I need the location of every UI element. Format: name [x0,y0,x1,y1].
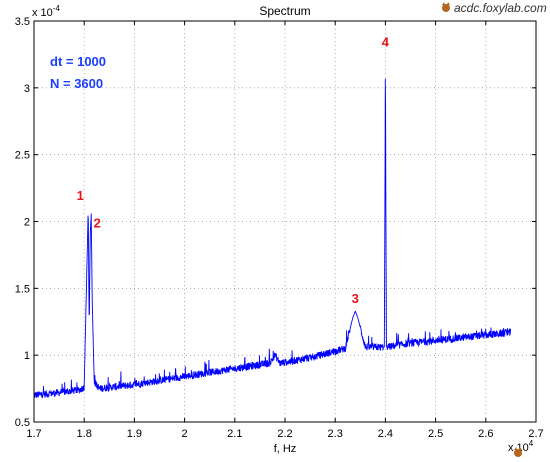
x-tick-label: 2.1 [227,428,242,440]
x-tick-label: 1.7 [26,428,41,440]
tick-layer: 1.7 1.8 1.9 2 2.1 2.2 2.3 2.4 2.5 2.6 2.7 0.5 1 1.5 2 2… [15,16,544,440]
y-tick-label: 3 [24,83,30,95]
y-tick-label: 3.5 [15,16,30,28]
x-tick-label: 2.5 [428,428,443,440]
y-exponent-label: x 10-4 [32,4,60,19]
x-exponent-label: x 104 [508,439,534,454]
param-n: N = 3600 [50,76,103,91]
x-tick-label: 2.7 [528,428,543,440]
grid [34,21,536,422]
y-tick-label: 0.5 [15,417,30,429]
x-tick-label: 2.6 [478,428,493,440]
peak-label-1: 1 [77,188,84,203]
fox-icon [514,447,522,457]
x-tick-label: 2.4 [378,428,393,440]
peak-label-4: 4 [382,34,390,49]
fox-icon [442,2,450,12]
x-tick-label: 1.8 [77,428,92,440]
chart-title: Spectrum [259,4,310,18]
y-tick-label: 1.5 [15,283,30,295]
param-dt: dt = 1000 [50,54,106,69]
x-tick-label: 1.9 [127,428,142,440]
peak-label-3: 3 [352,291,359,306]
watermark: acdc.foxylab.com [442,1,547,15]
x-tick-label: 2 [182,428,188,440]
x-axis-label: f, Hz [274,443,297,455]
x-tick-label: 2.3 [328,428,343,440]
series-layer: 12 3 4 [33,34,512,399]
x-tick-label: 2.2 [277,428,292,440]
watermark-text: acdc.foxylab.com [454,1,547,15]
spectrum-line [33,78,512,399]
y-tick-label: 1 [24,350,30,362]
y-tick-label: 2 [24,217,30,229]
y-tick-label: 2.5 [15,150,30,162]
peak-label-2: 2 [94,215,101,230]
